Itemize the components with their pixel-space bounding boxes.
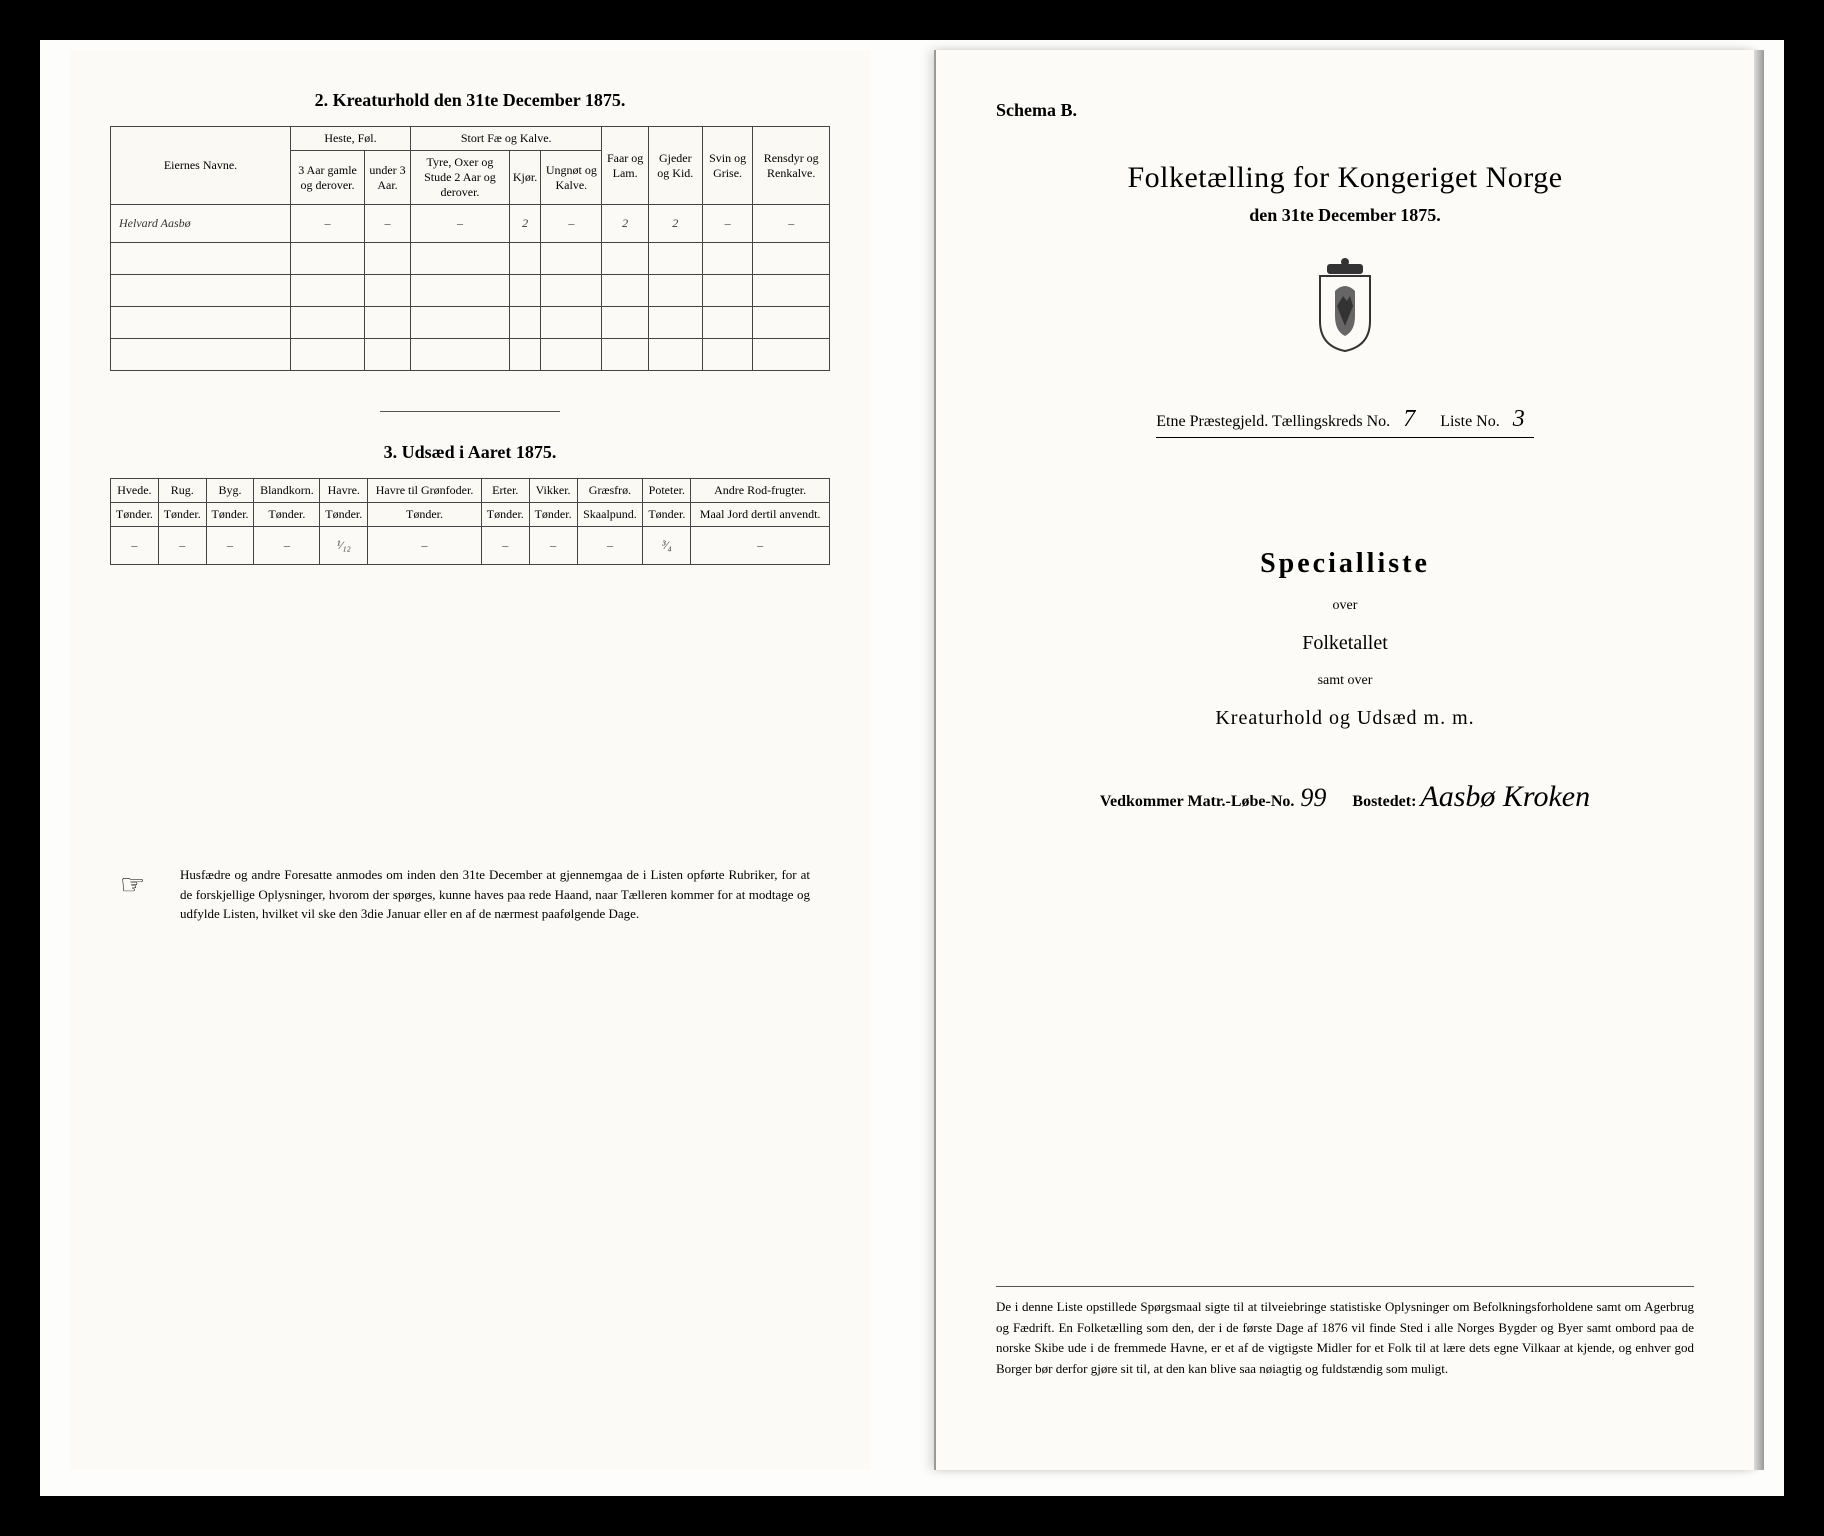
coat-of-arms-icon xyxy=(996,256,1694,361)
section3-title: 3. Udsæd i Aaret 1875. xyxy=(110,442,830,463)
footer-text: Husfædre og andre Foresatte anmodes om i… xyxy=(180,867,810,921)
right-footer: De i denne Liste opstillede Spørgsmaal s… xyxy=(996,1279,1694,1380)
divider xyxy=(380,411,560,412)
cell: ³⁄₄ xyxy=(643,527,691,565)
right-page: Schema B. Folketælling for Kongeriget No… xyxy=(934,50,1754,1470)
unit: Skaalpund. xyxy=(577,503,643,527)
col-cattle-group: Stort Fæ og Kalve. xyxy=(410,127,601,151)
unit: Tønder. xyxy=(206,503,254,527)
col-sheep: Faar og Lam. xyxy=(602,127,648,205)
left-page: 2. Kreaturhold den 31te December 1875. E… xyxy=(70,50,870,1470)
left-footer-note: ☞ Husfædre og andre Foresatte anmodes om… xyxy=(110,865,830,924)
col-swine: Svin og Grise. xyxy=(702,127,753,205)
folketallet-label: Folketallet xyxy=(996,632,1694,655)
bosted-value: Aasbø Kroken xyxy=(1420,780,1590,813)
col-barley: Byg. xyxy=(206,479,254,503)
col-potatoes: Poteter. xyxy=(643,479,691,503)
divider xyxy=(996,1286,1694,1287)
scan-area: 2. Kreaturhold den 31te December 1875. E… xyxy=(40,40,1784,1496)
cell: – xyxy=(291,205,365,243)
col-mixed: Blandkorn. xyxy=(254,479,320,503)
col-cattle-a: Tyre, Oxer og Stude 2 Aar og derover. xyxy=(410,151,509,205)
liste-label: Liste No. xyxy=(1440,413,1500,430)
unit: Tønder. xyxy=(254,503,320,527)
col-reindeer: Rensdyr og Renkalve. xyxy=(753,127,830,205)
table-row xyxy=(111,339,830,371)
col-oats: Havre. xyxy=(320,479,368,503)
section2-title: 2. Kreaturhold den 31te December 1875. xyxy=(110,90,830,111)
main-title: Folketælling for Kongeriget Norge xyxy=(996,161,1694,195)
sowing-table: Hvede. Rug. Byg. Blandkorn. Havre. Havre… xyxy=(110,478,830,565)
unit: Tønder. xyxy=(158,503,206,527)
cell: – xyxy=(365,205,411,243)
unit: Tønder. xyxy=(320,503,368,527)
unit: Tønder. xyxy=(111,503,159,527)
cell: – xyxy=(206,527,254,565)
unit: Tønder. xyxy=(368,503,482,527)
cell: – xyxy=(158,527,206,565)
col-rye: Rug. xyxy=(158,479,206,503)
cell: – xyxy=(254,527,320,565)
cell: – xyxy=(541,205,602,243)
table-row: – – – – ¹⁄₁₂ – – – – ³⁄₄ – xyxy=(111,527,830,565)
matr-number: 99 xyxy=(1298,783,1328,813)
cell: – xyxy=(410,205,509,243)
unit: Maal Jord dertil anvendt. xyxy=(691,503,830,527)
col-horses-b: under 3 Aar. xyxy=(365,151,411,205)
col-cattle-b: Kjør. xyxy=(509,151,540,205)
col-roots: Andre Rod-frugter. xyxy=(691,479,830,503)
right-footer-text: De i denne Liste opstillede Spørgsmaal s… xyxy=(996,1299,1694,1376)
pointing-hand-icon: ☞ xyxy=(120,865,145,907)
matr-line: Vedkommer Matr.-Løbe-No. 99 Bostedet: Aa… xyxy=(996,780,1694,814)
table-row: Helvard Aasbø – – – 2 – 2 2 – – xyxy=(111,205,830,243)
col-cattle-c: Ungnøt og Kalve. xyxy=(541,151,602,205)
cell: – xyxy=(753,205,830,243)
schema-label: Schema B. xyxy=(996,100,1694,121)
matr-label: Vedkommer Matr.-Løbe-No. xyxy=(1100,793,1295,810)
col-peas: Erter. xyxy=(481,479,529,503)
unit: Tønder. xyxy=(643,503,691,527)
col-horses-a: 3 Aar gamle og derover. xyxy=(291,151,365,205)
specialliste-title: Specialliste xyxy=(996,548,1694,580)
parish-line: Etne Præstegjeld. Tællingskreds No. 7 Li… xyxy=(1156,406,1533,438)
samt-over-label: samt over xyxy=(996,673,1694,689)
kreatur-line: Kreaturhold og Udsæd m. m. xyxy=(996,707,1694,730)
cell: – xyxy=(111,527,159,565)
table-row xyxy=(111,307,830,339)
unit: Tønder. xyxy=(481,503,529,527)
col-wheat: Hvede. xyxy=(111,479,159,503)
parish-prefix: Etne Præstegjeld. Tællingskreds No. xyxy=(1156,413,1390,430)
table-row xyxy=(111,275,830,307)
col-horses-group: Heste, Føl. xyxy=(291,127,411,151)
liste-number: 3 xyxy=(1504,406,1534,433)
owner-name: Helvard Aasbø xyxy=(111,205,291,243)
kreds-number: 7 xyxy=(1394,406,1424,433)
cell: – xyxy=(702,205,753,243)
livestock-table: Eiernes Navne. Heste, Føl. Stort Fæ og K… xyxy=(110,126,830,371)
cell: – xyxy=(691,527,830,565)
cell: ¹⁄₁₂ xyxy=(320,527,368,565)
cell: 2 xyxy=(602,205,648,243)
table-row xyxy=(111,243,830,275)
date-line: den 31te December 1875. xyxy=(996,205,1694,226)
bosted-label: Bostedet: xyxy=(1352,793,1416,810)
col-vetch: Vikker. xyxy=(529,479,577,503)
col-goats: Gjeder og Kid. xyxy=(648,127,702,205)
cell: – xyxy=(481,527,529,565)
cell: – xyxy=(368,527,482,565)
over-label: over xyxy=(996,598,1694,614)
col-owner: Eiernes Navne. xyxy=(111,127,291,205)
col-oats-green: Havre til Grønfoder. xyxy=(368,479,482,503)
cell: – xyxy=(529,527,577,565)
cell: 2 xyxy=(648,205,702,243)
cell: 2 xyxy=(509,205,540,243)
col-grass: Græsfrø. xyxy=(577,479,643,503)
cell: – xyxy=(577,527,643,565)
unit: Tønder. xyxy=(529,503,577,527)
